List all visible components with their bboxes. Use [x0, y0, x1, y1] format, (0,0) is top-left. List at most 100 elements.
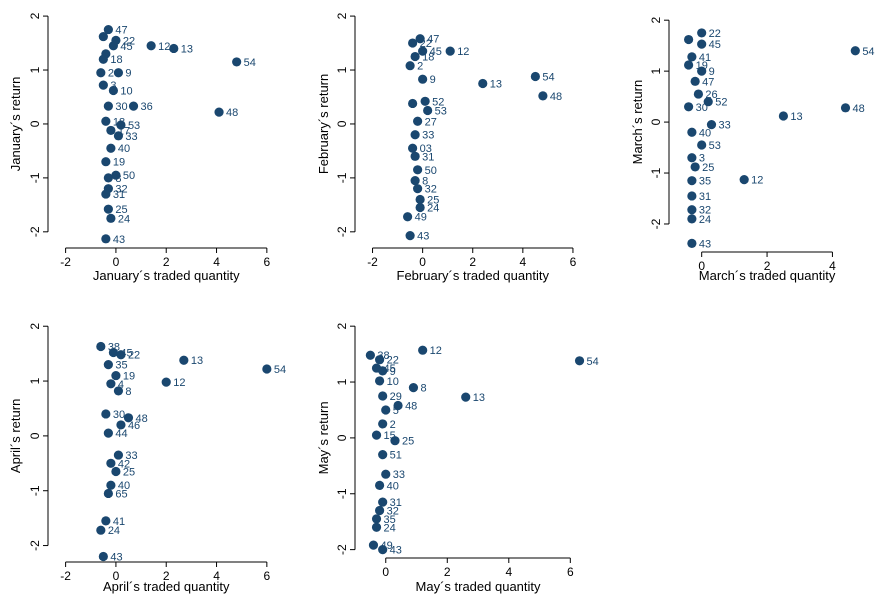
- y-tick-label: 0: [335, 434, 349, 441]
- data-point: [418, 345, 428, 355]
- y-tick-label: 0: [335, 120, 349, 127]
- y-tick-label: 2: [28, 323, 42, 330]
- data-point: [96, 68, 106, 78]
- point-label: 54: [274, 364, 286, 376]
- data-point: [687, 176, 697, 186]
- point-label: 31: [113, 189, 125, 201]
- data-point: [410, 175, 420, 186]
- x-axis-title: May´s traded quantity: [416, 579, 542, 594]
- point-label: 53: [435, 105, 447, 117]
- point-label: 32: [387, 506, 399, 518]
- data-point: [684, 60, 694, 70]
- data-point: [375, 480, 385, 490]
- point-label: 13: [473, 392, 485, 404]
- data-point: [169, 43, 179, 54]
- data-point: [378, 545, 388, 555]
- point-label: 24: [427, 203, 439, 215]
- point-label: 33: [422, 130, 434, 142]
- data-point: [375, 505, 385, 516]
- data-point: [375, 376, 385, 386]
- point-label: 32: [115, 184, 127, 196]
- x-tick-label: -2: [60, 255, 71, 269]
- data-point: [408, 98, 418, 109]
- data-point: [420, 96, 430, 106]
- point-label: 03: [420, 143, 432, 155]
- data-point: [423, 105, 433, 116]
- data-point: [687, 214, 697, 224]
- point-label: 33: [393, 469, 405, 481]
- y-tick-label: 1: [335, 66, 349, 73]
- y-tick-label: 0: [28, 120, 42, 127]
- data-point: [108, 41, 119, 51]
- data-point: [103, 24, 113, 35]
- point-label: 19: [123, 371, 135, 383]
- data-point: [405, 61, 415, 71]
- point-label: 33: [125, 450, 137, 462]
- data-point: [371, 522, 382, 532]
- x-tick-label: 2: [469, 255, 476, 269]
- x-tick-label: 2: [764, 259, 771, 273]
- y-tick-label: 0: [28, 432, 42, 439]
- data-point: [413, 184, 423, 194]
- y-tick-label: -1: [649, 167, 663, 178]
- data-point: [106, 143, 116, 153]
- point-label: 24: [118, 213, 130, 225]
- data-point: [850, 46, 860, 56]
- point-label: 8: [115, 173, 121, 185]
- y-tick-label: -2: [28, 540, 42, 551]
- data-point: [113, 131, 124, 141]
- data-point: [113, 386, 124, 396]
- point-label: 48: [853, 103, 865, 115]
- point-label: 47: [427, 34, 439, 46]
- x-tick-label: 0: [382, 565, 389, 579]
- point-label: 35: [384, 514, 396, 526]
- point-label: 52: [432, 96, 444, 108]
- data-point: [461, 392, 471, 402]
- y-tick-label: 1: [28, 377, 42, 384]
- data-point: [530, 71, 540, 82]
- data-point: [378, 366, 388, 376]
- y-tick-label: 1: [28, 66, 42, 73]
- data-point: [840, 103, 851, 113]
- point-label: 36: [141, 101, 153, 113]
- point-label: 12: [173, 377, 185, 389]
- point-label: 46: [128, 420, 140, 432]
- data-point: [538, 91, 548, 101]
- point-label: 8: [422, 176, 428, 188]
- point-label: 48: [550, 91, 562, 103]
- data-point: [697, 66, 707, 76]
- data-point: [418, 46, 428, 56]
- point-label: 54: [862, 46, 874, 58]
- point-label: 40: [387, 480, 399, 492]
- point-label: 45: [709, 39, 721, 51]
- point-label: 52: [715, 97, 727, 109]
- data-point: [214, 107, 224, 117]
- point-label: 40: [699, 127, 711, 139]
- data-point: [106, 213, 116, 223]
- data-point: [687, 191, 697, 201]
- data-point: [101, 234, 111, 244]
- data-point: [101, 189, 111, 199]
- y-tick-label: -2: [335, 226, 349, 237]
- point-label: 9: [430, 74, 436, 86]
- data-point: [103, 360, 113, 370]
- point-label: 5: [393, 405, 399, 417]
- point-label: 25: [427, 194, 439, 206]
- point-label: 22: [387, 355, 399, 367]
- x-tick-label: 2: [444, 565, 451, 579]
- point-label: 2: [417, 61, 423, 73]
- x-tick-label: 6: [264, 255, 271, 269]
- point-label: 18: [110, 54, 122, 66]
- point-label: 25: [402, 436, 414, 448]
- point-label: 43: [699, 238, 711, 250]
- data-point: [98, 80, 108, 90]
- point-label: 33: [125, 131, 137, 143]
- data-point: [703, 97, 713, 107]
- data-point: [778, 111, 789, 121]
- point-label: 9: [709, 66, 715, 78]
- data-point: [262, 364, 272, 374]
- point-label: 35: [115, 360, 127, 372]
- data-point: [96, 525, 106, 535]
